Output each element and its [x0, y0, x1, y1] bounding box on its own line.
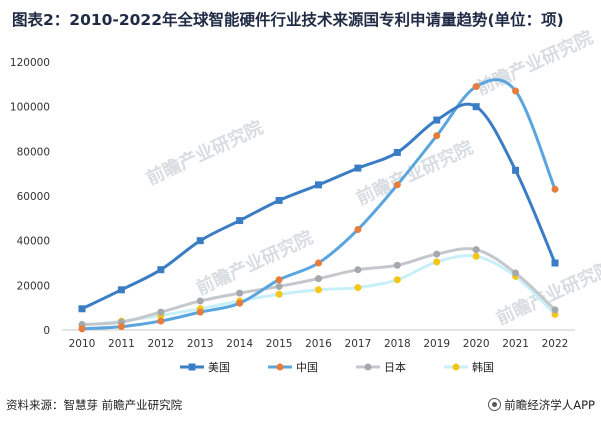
y-tick-label: 60000 [17, 191, 50, 203]
x-tick-label: 2015 [266, 338, 293, 350]
data-point [275, 282, 283, 290]
brand-text: 前瞻经济学人APP [504, 398, 595, 412]
data-point [196, 237, 204, 245]
brand-logo-icon [488, 398, 502, 411]
data-point [512, 269, 520, 277]
x-tick-label: 2020 [463, 338, 490, 350]
x-tick-label: 2010 [69, 338, 96, 350]
data-point [236, 289, 244, 297]
legend-item: 中国 [268, 361, 318, 374]
x-tick-label: 2011 [108, 338, 135, 350]
x-tick-label: 2021 [502, 338, 529, 350]
data-point [157, 317, 165, 325]
x-tick-label: 2022 [542, 338, 569, 350]
x-tick-label: 2014 [226, 338, 253, 350]
watermark-text: 前瞻产业研究院 [353, 136, 476, 209]
legend-item: 美国 [180, 361, 230, 374]
data-point [275, 290, 283, 298]
data-point [512, 166, 520, 174]
legend-marker [364, 363, 372, 371]
y-tick-label: 100000 [10, 102, 50, 114]
data-point [117, 323, 125, 331]
data-point [393, 276, 401, 284]
legend-label: 美国 [208, 361, 230, 374]
data-point [315, 286, 322, 294]
legend-item: 日本 [356, 360, 406, 374]
x-tick-label: 2012 [147, 338, 174, 350]
y-tick-label: 20000 [17, 280, 50, 292]
data-point [433, 132, 441, 140]
series-2 [78, 78, 559, 333]
data-point [551, 306, 559, 314]
data-point [354, 164, 362, 172]
legend-marker [452, 363, 460, 371]
y-tick-label: 0 [43, 325, 50, 337]
data-point [433, 116, 441, 124]
source-note: 资料来源：智慧芽 前瞻产业研究院 [6, 398, 183, 412]
legend-label: 日本 [384, 360, 406, 374]
x-tick-label: 2013 [187, 338, 214, 350]
data-point [393, 261, 401, 269]
x-axis: 2010 2011 2012 2013 2014 2015 2016 2017 2018 2019… [62, 329, 575, 350]
data-point [117, 286, 125, 294]
x-tick-label: 2016 [305, 338, 332, 350]
data-point [512, 87, 520, 95]
legend-label: 韩国 [472, 360, 494, 374]
data-point [433, 250, 441, 258]
legend-marker [188, 363, 196, 371]
legend-marker [276, 363, 284, 371]
data-point [354, 226, 362, 233]
legend-item: 韩国 [444, 360, 494, 374]
data-point [196, 308, 204, 316]
brand-label: 前瞻经济学人APP [488, 397, 595, 413]
watermark-text: 前瞻产业研究院 [193, 226, 316, 299]
x-tick-label: 2018 [384, 338, 411, 350]
x-tick-label: 2019 [423, 338, 450, 350]
legend-label: 中国 [296, 361, 318, 374]
data-point [472, 83, 480, 91]
watermark-text: 前瞻产业研究院 [473, 26, 596, 99]
data-point [236, 217, 244, 225]
data-point [472, 103, 480, 111]
series-lines [78, 78, 559, 333]
y-tick-label: 80000 [17, 146, 50, 158]
chart-title: 图表2：2010-2022年全球智能硬件行业技术来源国专利申请量趋势(单位：项) [12, 11, 564, 29]
x-tick-label: 2017 [345, 338, 372, 350]
y-tick-label: 120000 [10, 57, 50, 69]
data-point [236, 299, 244, 307]
data-point [354, 266, 362, 274]
y-tick-label: 40000 [17, 236, 50, 248]
data-point [393, 181, 401, 189]
y-axis-ticks: 0 20000 40000 60000 80000 100000 120000 [10, 57, 50, 337]
data-point [551, 259, 559, 267]
data-point [472, 252, 480, 260]
series-1 [78, 102, 559, 313]
data-point [157, 266, 165, 274]
data-point [433, 258, 441, 266]
data-point [315, 275, 322, 283]
legend: 美国 中国 日本 韩国 [180, 360, 494, 374]
data-point [157, 308, 165, 316]
data-point [315, 259, 322, 267]
watermark-text: 前瞻产业研究院 [143, 116, 266, 189]
data-point [78, 325, 86, 333]
data-point [472, 246, 480, 254]
data-point [315, 181, 322, 189]
data-point [354, 284, 362, 292]
data-point [275, 276, 283, 284]
data-point [393, 148, 401, 156]
data-point [551, 185, 559, 193]
series-3 [78, 246, 559, 328]
data-point [196, 297, 204, 305]
data-point [78, 305, 86, 313]
data-point [275, 196, 283, 204]
